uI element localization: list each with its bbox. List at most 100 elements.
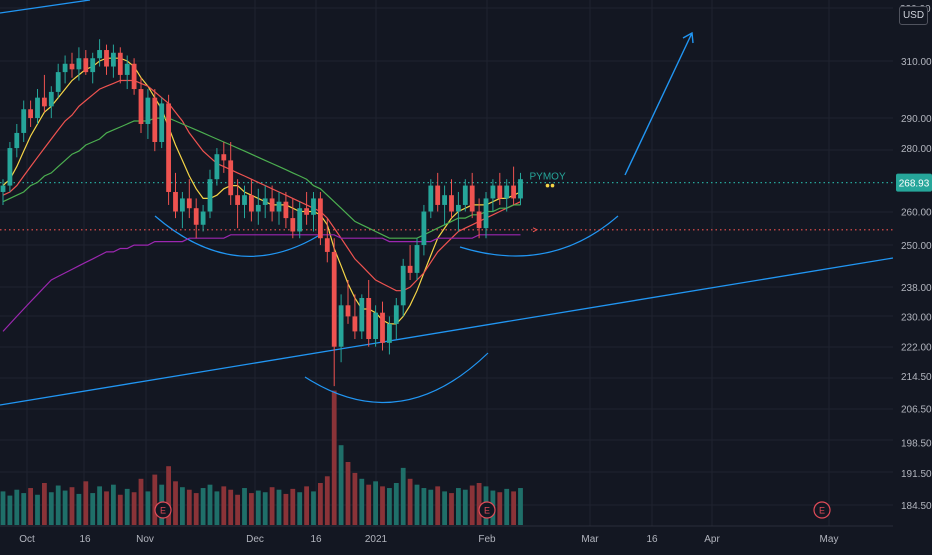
volume-bar <box>7 495 13 525</box>
candle <box>456 191 461 232</box>
volume-bar <box>476 483 482 525</box>
candle-body <box>311 198 316 215</box>
trend-line-top[interactable] <box>0 0 91 14</box>
volume-bar <box>311 491 316 525</box>
candle-body <box>214 154 220 180</box>
candle <box>235 179 240 229</box>
earnings-marker[interactable]: E <box>478 501 496 519</box>
earnings-marker-label: E <box>819 506 825 516</box>
candle-body <box>518 179 523 199</box>
candle-body <box>387 323 392 343</box>
candle-body <box>414 245 420 273</box>
volume-bar <box>421 488 427 525</box>
candle-body <box>207 179 213 212</box>
candle <box>7 141 13 192</box>
candle-body <box>262 198 268 205</box>
volume-bar <box>145 491 151 525</box>
trend-line[interactable] <box>0 257 894 406</box>
cup-arc[interactable] <box>154 215 319 257</box>
candle-body <box>62 63 68 73</box>
earnings-marker[interactable]: E <box>154 501 172 519</box>
volume-bar <box>166 466 171 525</box>
candle <box>490 179 496 212</box>
candle-body <box>407 265 413 273</box>
target-arrow-line[interactable] <box>624 32 693 176</box>
cup-arc[interactable] <box>304 352 489 404</box>
candle <box>131 58 137 95</box>
volume-bar <box>0 491 6 525</box>
candle <box>180 191 185 229</box>
moving-average-line <box>2 79 521 292</box>
volume-bar <box>456 488 461 525</box>
horizontal-levels <box>0 182 893 233</box>
price-tick-label: 238.00 <box>901 283 932 294</box>
volume-bar <box>249 493 254 525</box>
candle-body <box>7 148 13 186</box>
candle-body <box>83 58 89 73</box>
time-tick-label: Oct <box>19 534 35 545</box>
candle-body <box>249 195 254 212</box>
time-tick-label: 16 <box>646 534 658 545</box>
candle <box>345 279 351 324</box>
target-arrow-head <box>682 31 694 44</box>
price-axis[interactable]: 320.00310.00290.00280.00268.93260.00250.… <box>896 4 932 512</box>
volume-bar <box>366 484 372 525</box>
volume-bar <box>152 474 158 525</box>
candle <box>352 294 358 340</box>
volume-bar <box>283 493 289 525</box>
candle-body <box>255 204 261 212</box>
symbol-tag: PYMOY <box>530 172 566 183</box>
candle <box>242 185 247 219</box>
candle <box>324 218 330 263</box>
candle <box>262 185 268 219</box>
candle <box>228 141 234 205</box>
time-tick-label: Nov <box>136 534 154 545</box>
volume-bar <box>318 483 323 525</box>
candle-body <box>159 103 165 142</box>
candle-body <box>331 251 337 347</box>
volume-bar <box>255 490 261 525</box>
candle-body <box>131 63 137 90</box>
candle-body <box>138 89 144 124</box>
candle-body <box>276 201 282 212</box>
volume-bar <box>28 488 33 525</box>
time-axis[interactable]: Oct 16 Nov Dec 16 2021 Feb Mar 16 Apr May <box>0 525 893 545</box>
candle <box>483 191 489 239</box>
volume-bar <box>462 489 468 525</box>
candle-body <box>48 91 54 107</box>
candle-body <box>359 297 365 332</box>
cup-arc[interactable] <box>459 215 619 257</box>
candle-body <box>393 305 399 324</box>
candle-body <box>476 211 482 229</box>
candle <box>145 89 151 139</box>
volume-bar <box>469 485 475 525</box>
candle-body <box>421 211 427 246</box>
candle-body <box>428 185 434 212</box>
volume-bar <box>442 491 447 525</box>
volume-bar <box>214 491 220 525</box>
time-tick-label: 2021 <box>365 534 388 545</box>
candle-body <box>117 52 123 75</box>
volume-bar <box>276 489 282 525</box>
candle-body <box>297 208 303 232</box>
candle-body <box>111 52 116 67</box>
last-price-badge[interactable] <box>896 173 932 192</box>
price-tick-label: 206.50 <box>901 405 932 416</box>
candle-body <box>42 97 47 107</box>
currency-badge[interactable]: USD <box>899 6 928 25</box>
earnings-marker-label: E <box>484 506 490 516</box>
earnings-marker-ring <box>478 501 496 519</box>
drawing-layer[interactable] <box>0 0 894 406</box>
earnings-marker[interactable]: E <box>813 501 831 519</box>
candle <box>435 172 441 212</box>
candle-body <box>90 58 96 73</box>
candle-body <box>345 305 351 317</box>
candle <box>90 52 96 84</box>
candle <box>338 294 344 363</box>
volume-bar <box>304 486 309 525</box>
candle-body <box>97 50 102 59</box>
candle <box>311 191 316 232</box>
